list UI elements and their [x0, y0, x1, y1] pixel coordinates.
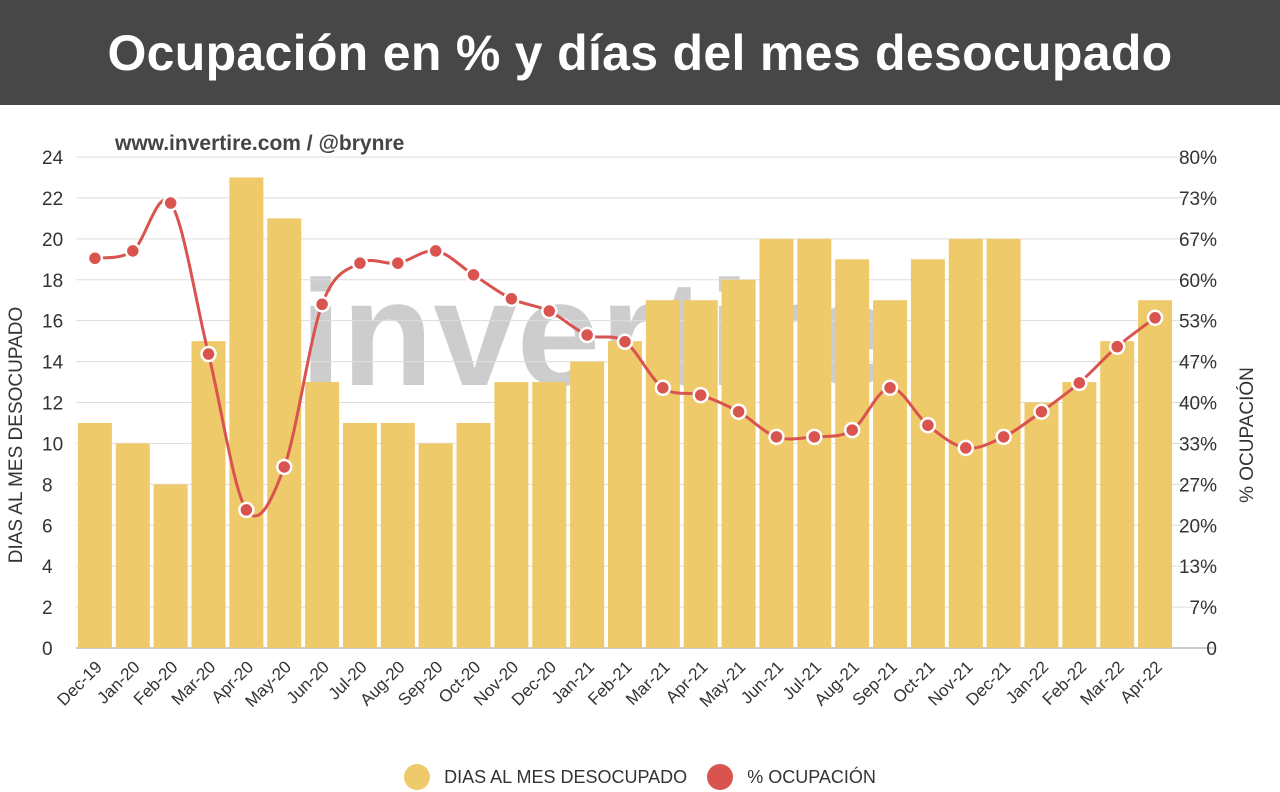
y-tick-left: 18 — [42, 271, 63, 292]
y-tick-left: 20 — [42, 230, 63, 251]
line-swatch-icon — [707, 764, 734, 790]
bar[interactable] — [229, 177, 264, 649]
line-point[interactable] — [541, 302, 558, 320]
y-tick-right: 67% — [1179, 230, 1217, 251]
y-tick-left: 12 — [42, 394, 63, 415]
x-tick: Apr-22 — [1116, 657, 1166, 707]
line-point[interactable] — [692, 386, 709, 404]
y-tick-left: 24 — [42, 148, 64, 169]
bar[interactable] — [835, 259, 870, 648]
line-point[interactable] — [919, 416, 937, 434]
y-tick-left: 22 — [42, 189, 63, 210]
bar[interactable] — [191, 341, 226, 648]
y-tick-right: 73% — [1179, 189, 1217, 210]
x-tick: Jun-20 — [283, 657, 333, 707]
y-tick-left: 0 — [42, 639, 53, 660]
bar[interactable] — [1100, 341, 1135, 648]
y-tick-right: 0 — [1206, 639, 1217, 660]
bar[interactable] — [456, 422, 491, 648]
line-point[interactable] — [843, 421, 861, 439]
line-point[interactable] — [351, 254, 369, 272]
y-tick-right: 47% — [1179, 353, 1217, 374]
bar[interactable] — [910, 259, 945, 648]
y-tick-right: 33% — [1179, 434, 1217, 455]
header: Ocupación en % y días del mes desocupado — [0, 0, 1280, 105]
line-point[interactable] — [200, 345, 217, 363]
line-point[interactable] — [427, 242, 444, 260]
bar[interactable] — [645, 300, 680, 648]
y-tick-right: 80% — [1179, 148, 1217, 169]
line-point[interactable] — [1146, 309, 1164, 327]
bar[interactable] — [305, 382, 340, 648]
bar-swatch-icon — [404, 764, 431, 790]
bar[interactable] — [1024, 402, 1059, 649]
source-label: www.invertire.com / @brynre — [114, 132, 404, 155]
y-tick-right: 60% — [1179, 271, 1217, 292]
line-point[interactable] — [389, 254, 407, 272]
y-tick-right: 7% — [1190, 598, 1218, 619]
line-point[interactable] — [881, 379, 899, 397]
line-point[interactable] — [124, 242, 142, 260]
legend-item-bars[interactable]: DIAS AL MES DESOCUPADO — [404, 764, 687, 790]
line-point[interactable] — [313, 296, 331, 313]
bar[interactable] — [115, 443, 150, 648]
bar[interactable] — [380, 422, 415, 648]
line-point[interactable] — [768, 428, 785, 446]
line-point[interactable] — [238, 501, 255, 519]
bar[interactable] — [1138, 300, 1173, 648]
bar[interactable] — [873, 300, 908, 648]
line-point[interactable] — [957, 439, 975, 457]
y-tick-right: 27% — [1179, 475, 1217, 496]
line-point[interactable] — [654, 379, 672, 397]
bar[interactable] — [153, 484, 188, 648]
line-point[interactable] — [86, 250, 104, 267]
line-point[interactable] — [995, 428, 1012, 446]
bar[interactable] — [532, 382, 567, 648]
line-point[interactable] — [275, 458, 293, 476]
y-tick-right: 13% — [1179, 557, 1217, 578]
y-tick-left: 14 — [42, 353, 64, 374]
y-tick-right: 40% — [1179, 394, 1217, 415]
x-tick: Dec-19 — [54, 657, 106, 709]
y-tick-left: 8 — [42, 475, 53, 496]
y-tick-left: 10 — [42, 434, 63, 455]
page-title: Ocupación en % y días del mes desocupado — [107, 24, 1173, 81]
bar[interactable] — [77, 422, 112, 648]
line-point[interactable] — [578, 326, 596, 344]
bar[interactable] — [683, 300, 718, 648]
y-tick-left: 2 — [42, 598, 53, 619]
line-point[interactable] — [1071, 374, 1088, 392]
line-point[interactable] — [1033, 403, 1050, 420]
line-point[interactable] — [503, 290, 520, 308]
x-tick: Jun-21 — [737, 657, 787, 707]
y-tick-right: 53% — [1179, 312, 1217, 333]
legend: DIAS AL MES DESOCUPADO % OCUPACIÓN — [0, 764, 1280, 790]
legend-label: DIAS AL MES DESOCUPADO — [444, 766, 688, 787]
y-tick-right: 20% — [1179, 516, 1217, 537]
bar[interactable] — [1062, 382, 1097, 648]
bar[interactable] — [721, 279, 756, 648]
y-axis-right-label: % OCUPACIÓN — [1236, 367, 1258, 503]
y-axis-left-label: DIAS AL MES DESOCUPADO — [6, 307, 27, 564]
y-tick-left: 4 — [42, 557, 53, 578]
legend-item-line[interactable]: % OCUPACIÓN — [707, 764, 876, 790]
line-point[interactable] — [1108, 338, 1126, 355]
y-tick-left: 16 — [42, 312, 63, 333]
line-point[interactable] — [730, 403, 747, 420]
bar[interactable] — [418, 443, 453, 648]
bar[interactable] — [342, 422, 377, 648]
line-point[interactable] — [616, 333, 634, 350]
legend-label: % OCUPACIÓN — [747, 766, 876, 787]
y-tick-left: 6 — [42, 516, 53, 537]
line-point[interactable] — [806, 428, 823, 446]
bar[interactable] — [570, 361, 605, 648]
line-point[interactable] — [465, 266, 482, 284]
bar[interactable] — [494, 382, 529, 648]
line-point[interactable] — [162, 194, 179, 212]
bar[interactable] — [267, 218, 302, 648]
bar[interactable] — [608, 341, 642, 648]
